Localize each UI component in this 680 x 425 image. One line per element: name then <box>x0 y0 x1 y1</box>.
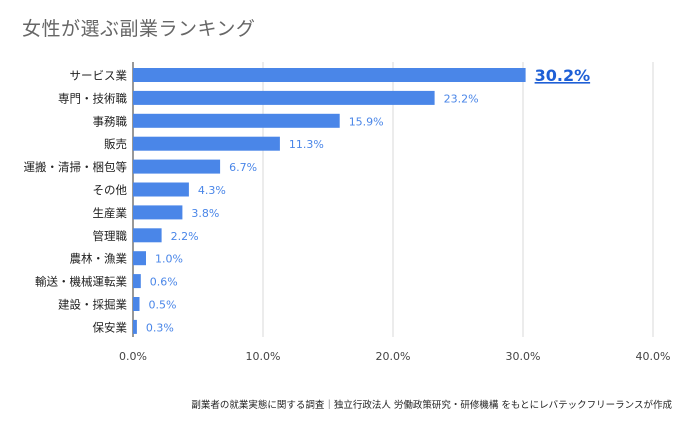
source-note: 副業者の就業実態に関する調査｜独立行政法人 労働政策研究・研修機構 をもとにレバ… <box>191 400 672 411</box>
bar <box>133 319 137 334</box>
value-label: 3.8% <box>191 207 219 220</box>
bar <box>133 182 189 197</box>
x-tick-label: 40.0% <box>636 350 671 363</box>
value-label: 30.2% <box>535 66 591 85</box>
category-label: 管理職 <box>93 229 128 243</box>
bar <box>133 297 140 311</box>
x-tick-label: 0.0% <box>119 350 147 363</box>
bar <box>133 90 435 105</box>
x-tick-label: 30.0% <box>506 350 541 363</box>
category-label: 生産業 <box>93 206 128 220</box>
category-label: 建設・採掘業 <box>58 298 127 312</box>
x-tick-label: 10.0% <box>246 350 281 363</box>
category-label: 運搬・清掃・梱包等 <box>24 160 128 174</box>
value-label: 1.0% <box>155 253 183 266</box>
value-label: 15.9% <box>349 115 384 128</box>
x-tick-label: 20.0% <box>376 350 411 363</box>
bar <box>133 68 526 82</box>
value-label: 0.6% <box>150 276 178 289</box>
value-label: 6.7% <box>229 161 257 174</box>
bar <box>133 274 141 289</box>
value-label: 2.2% <box>171 230 199 243</box>
category-label: 農林・漁業 <box>70 252 128 266</box>
category-label: 事務職 <box>93 114 128 128</box>
category-label: サービス業 <box>70 69 128 83</box>
value-label: 23.2% <box>444 92 479 105</box>
bar <box>133 228 162 243</box>
category-label: その他 <box>93 183 128 197</box>
category-label: 専門・技術職 <box>58 91 127 105</box>
category-label: 保安業 <box>93 320 128 334</box>
value-label: 11.3% <box>289 138 324 151</box>
bar <box>133 159 221 174</box>
bar <box>133 113 340 128</box>
bar <box>133 136 280 151</box>
value-label: 0.5% <box>149 299 177 312</box>
bar <box>133 205 183 220</box>
bar <box>133 251 146 266</box>
category-label: 販売 <box>104 137 127 151</box>
category-label: 輸送・機械運転業 <box>35 275 127 289</box>
chart-title: 女性が選ぶ副業ランキング <box>22 18 256 40</box>
value-label: 0.3% <box>146 321 174 334</box>
value-label: 4.3% <box>198 184 226 197</box>
